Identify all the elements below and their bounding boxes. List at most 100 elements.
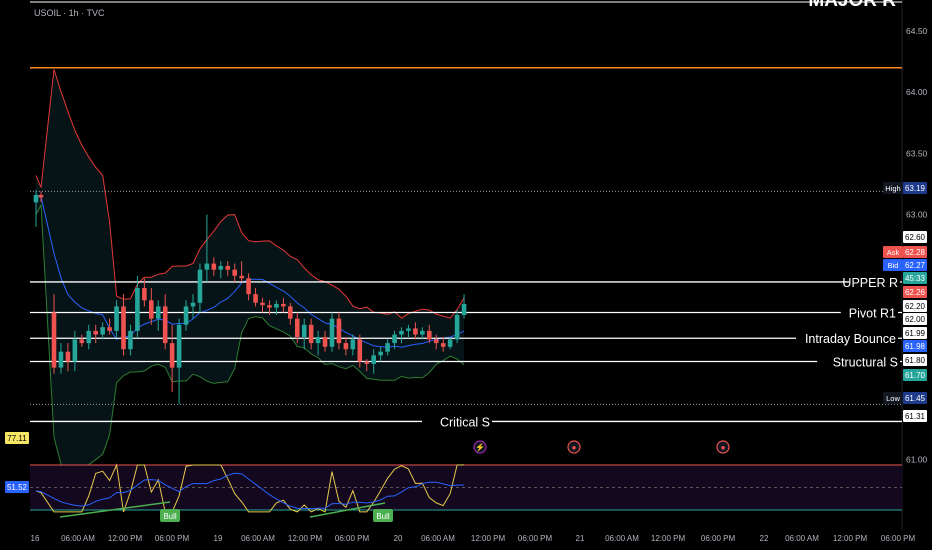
level-label-bg-upper-r — [849, 273, 900, 290]
candle-body — [267, 305, 272, 308]
price-tag: 61.99 — [905, 329, 926, 338]
price-tag: 61.80 — [905, 356, 926, 365]
candle-body — [176, 324, 182, 368]
bull-badge-bg — [160, 509, 180, 522]
bollinger-band-fill — [36, 69, 465, 478]
price-tag: 62.20 — [905, 302, 926, 311]
candle-body — [260, 302, 265, 306]
badge-bg-ask — [883, 246, 903, 258]
x-tick-label: 06:00 PM — [701, 534, 736, 543]
candle-body — [357, 339, 363, 362]
bull-badge-bg — [373, 509, 393, 522]
major-r-label: MAJOR R — [808, 0, 896, 11]
candle-body — [433, 339, 439, 344]
event-icon — [716, 440, 730, 454]
candle-body — [350, 339, 356, 350]
level-label-structural-s: Structural S — [833, 355, 898, 369]
x-tick-label: 06:00 AM — [421, 534, 455, 543]
price-tag: 45:33 — [905, 274, 926, 283]
candle-body — [420, 330, 425, 335]
candle-body — [308, 324, 314, 344]
badge-value-low: 61.45 — [905, 394, 926, 403]
candle-body — [121, 306, 126, 350]
symbol-title: USOIL · 1h · TVC — [34, 8, 105, 18]
bollinger-lower-line — [35, 203, 465, 479]
candle-body — [204, 263, 210, 270]
price-tag-bg — [903, 231, 927, 243]
candle-body — [461, 303, 467, 315]
price-tag: 61.98 — [905, 342, 926, 351]
x-tick-label: 06:00 AM — [785, 534, 819, 543]
candle-body — [197, 269, 203, 303]
candle-body — [364, 361, 370, 364]
rsi-tag-bg — [5, 432, 29, 444]
candle-body — [301, 324, 307, 337]
candle-body — [65, 351, 71, 362]
price-tag: 62.27 — [905, 261, 926, 270]
candle-body — [253, 294, 258, 303]
rsi-line — [35, 463, 465, 513]
candle-body — [399, 330, 404, 335]
price-tag: 62.00 — [905, 315, 926, 324]
price-tag-bg — [903, 410, 927, 422]
level-label-pivot-r1: Pivot R1 — [849, 307, 896, 321]
candle-body — [114, 306, 119, 331]
level-label-bg-critical-s — [422, 413, 492, 430]
x-tick-label: 12:00 PM — [108, 534, 143, 543]
candle-body — [343, 343, 349, 350]
candle-body — [169, 343, 175, 368]
candle-body — [239, 275, 244, 279]
price-tag: 61.70 — [905, 371, 926, 380]
candle-body — [128, 330, 133, 350]
candle-body — [149, 300, 154, 319]
event-icon — [473, 440, 487, 454]
candle-body — [86, 330, 92, 344]
candle-body — [93, 330, 98, 335]
level-label-bg-intraday-bounce — [796, 330, 898, 347]
candle-body — [315, 337, 321, 344]
x-tick-label: 06:00 AM — [605, 534, 639, 543]
event-icon-glyph: ⚡ — [475, 442, 485, 452]
candle-body — [33, 195, 39, 203]
badge-value-high: 63.19 — [905, 184, 926, 193]
badge-value-bg — [903, 182, 927, 194]
candle-body — [142, 288, 147, 301]
candle-body — [58, 351, 64, 368]
y-tick-label: 64.50 — [906, 26, 928, 36]
x-tick-label: 06:00 PM — [881, 534, 916, 543]
event-icon — [567, 440, 581, 454]
candle-body — [329, 318, 335, 347]
candle-body — [274, 303, 279, 308]
badge-high: High — [885, 184, 900, 193]
badge-low: Low — [886, 394, 900, 403]
x-tick-label: 06:00 PM — [155, 534, 190, 543]
price-tag: 62.28 — [905, 248, 926, 257]
x-tick-label: 06:00 PM — [518, 534, 553, 543]
candle-body — [107, 327, 112, 331]
candle-body — [392, 334, 397, 344]
y-tick-label: 63.00 — [906, 210, 928, 220]
x-tick-label: 12:00 PM — [288, 534, 323, 543]
x-tick-label: 19 — [214, 534, 223, 543]
badge-bg-low — [883, 392, 903, 404]
badge-ask: Ask — [887, 248, 900, 257]
candle-body — [225, 266, 231, 270]
bull-divergence-line — [309, 502, 386, 518]
price-tag-bg — [903, 300, 927, 312]
level-label-critical-s: Critical S — [440, 415, 490, 429]
candle-body — [427, 330, 432, 340]
candle-body — [211, 263, 217, 270]
badge-value-bg — [903, 392, 927, 404]
candle-body — [246, 278, 251, 295]
x-tick-label: 12:00 PM — [471, 534, 506, 543]
rsi-ma-line — [35, 472, 465, 509]
x-tick-label: 21 — [576, 534, 585, 543]
badge-bg-high — [883, 182, 903, 194]
price-tag-bg — [903, 340, 927, 352]
x-tick-label: 12:00 PM — [833, 534, 868, 543]
candle-body — [406, 328, 411, 331]
price-tag-bg — [903, 327, 927, 339]
candle-body — [454, 314, 460, 340]
level-label-intraday-bounce: Intraday Bounce — [805, 332, 896, 346]
